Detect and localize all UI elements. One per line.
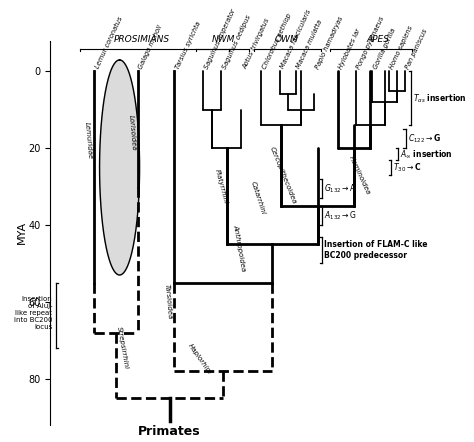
Text: Hominoidea: Hominoidea xyxy=(348,155,371,195)
Text: Papio hamadryas: Papio hamadryas xyxy=(314,15,344,69)
Text: Primates: Primates xyxy=(138,425,201,438)
Text: $A_{\infty}$ insertion: $A_{\infty}$ insertion xyxy=(401,148,453,160)
Text: Macaca fascicularis: Macaca fascicularis xyxy=(280,9,312,69)
Text: Lorisoidea: Lorisoidea xyxy=(128,115,137,151)
Text: Pan paniscus: Pan paniscus xyxy=(405,27,429,69)
Text: Gorilla gorilla: Gorilla gorilla xyxy=(372,27,396,69)
Polygon shape xyxy=(100,60,139,275)
Text: $T_{30}$$\rightarrow$C: $T_{30}$$\rightarrow$C xyxy=(393,161,421,174)
Y-axis label: MYA: MYA xyxy=(17,221,27,244)
Text: Lemur coronatus: Lemur coronatus xyxy=(94,16,123,69)
Text: Homo sapiens: Homo sapiens xyxy=(389,24,414,69)
Text: Saguinus oedipus: Saguinus oedipus xyxy=(221,14,252,69)
Text: NWM: NWM xyxy=(211,35,235,44)
Text: Platyrrhini: Platyrrhini xyxy=(214,168,229,205)
Text: Tarsius syrichta: Tarsius syrichta xyxy=(174,20,201,69)
Text: APES: APES xyxy=(366,35,389,44)
Text: Hylobates lar: Hylobates lar xyxy=(338,27,362,69)
Text: Anthropoidea: Anthropoidea xyxy=(232,224,246,272)
Text: Catarrhini: Catarrhini xyxy=(249,181,266,216)
Text: Galago moholi: Galago moholi xyxy=(138,23,164,69)
Text: Pongo pygmaeus: Pongo pygmaeus xyxy=(356,15,386,69)
Text: Insertion of FLAM-C like
BC200 predecessor: Insertion of FLAM-C like BC200 predecess… xyxy=(324,240,428,260)
Text: $C_{122}$$\rightarrow$G: $C_{122}$$\rightarrow$G xyxy=(408,133,440,145)
Text: Aotus trivirgatus: Aotus trivirgatus xyxy=(241,17,270,69)
Text: $G_{132}$$\rightarrow$A: $G_{132}$$\rightarrow$A xyxy=(324,183,357,195)
Text: PROSIMIANS: PROSIMIANS xyxy=(113,35,169,44)
Text: Tarsioidea: Tarsioidea xyxy=(164,284,173,320)
Text: $T_{\alpha s}$ insertion: $T_{\alpha s}$ insertion xyxy=(413,92,467,105)
Text: Saguinus imperator: Saguinus imperator xyxy=(203,8,237,69)
Text: $A_{132}$$\rightarrow$G: $A_{132}$$\rightarrow$G xyxy=(324,209,356,222)
Text: Haplorhini: Haplorhini xyxy=(187,343,212,376)
Text: Chlorobus aethiop: Chlorobus aethiop xyxy=(261,12,292,69)
Text: Lemuridae: Lemuridae xyxy=(84,122,93,160)
Text: Insertion
of AluJ-
like repeat
into BC200
locus: Insertion of AluJ- like repeat into BC20… xyxy=(14,297,52,331)
Text: Strepsirrhini: Strepsirrhini xyxy=(117,326,130,370)
Text: Macaca mulatta: Macaca mulatta xyxy=(296,19,324,69)
Text: Cercopithecoidea: Cercopithecoidea xyxy=(269,145,298,205)
Text: OWM: OWM xyxy=(275,35,299,44)
